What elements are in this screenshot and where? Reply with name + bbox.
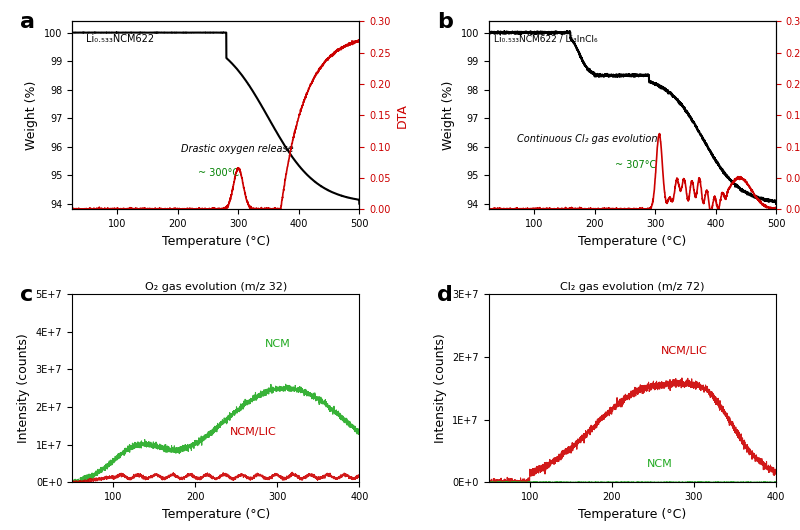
Title: Cl₂ gas evolution (m/z 72): Cl₂ gas evolution (m/z 72)	[560, 282, 705, 292]
Text: NCM/LIC: NCM/LIC	[230, 427, 277, 437]
Text: c: c	[20, 285, 34, 305]
Y-axis label: Weight (%): Weight (%)	[442, 81, 455, 150]
Text: Continuous Cl₂ gas evolution: Continuous Cl₂ gas evolution	[518, 134, 658, 144]
X-axis label: Temperature (°C): Temperature (°C)	[162, 235, 270, 248]
X-axis label: Temperature (°C): Temperature (°C)	[162, 508, 270, 520]
Text: d: d	[437, 285, 453, 305]
Text: Li₀.₅₃₃NCM622: Li₀.₅₃₃NCM622	[86, 34, 154, 45]
Title: O₂ gas evolution (m/z 32): O₂ gas evolution (m/z 32)	[145, 282, 286, 292]
Y-axis label: Intensity (counts): Intensity (counts)	[17, 333, 30, 443]
Y-axis label: Intensity (counts): Intensity (counts)	[434, 333, 446, 443]
Y-axis label: Weight (%): Weight (%)	[26, 81, 38, 150]
Y-axis label: DTA: DTA	[396, 103, 410, 128]
Text: ~ 300°C: ~ 300°C	[198, 167, 239, 178]
Text: Drastic oxygen release: Drastic oxygen release	[181, 144, 294, 154]
Text: Li₀.₅₃₃NCM622 / Li₃InCl₆: Li₀.₅₃₃NCM622 / Li₃InCl₆	[494, 34, 598, 43]
Text: ~ 307°C: ~ 307°C	[615, 160, 656, 170]
Text: b: b	[437, 12, 453, 32]
Text: NCM: NCM	[265, 339, 290, 349]
X-axis label: Temperature (°C): Temperature (°C)	[578, 508, 686, 520]
X-axis label: Temperature (°C): Temperature (°C)	[578, 235, 686, 248]
Text: NCM/LIC: NCM/LIC	[661, 346, 708, 356]
Text: NCM: NCM	[646, 459, 673, 469]
Text: a: a	[20, 12, 35, 32]
